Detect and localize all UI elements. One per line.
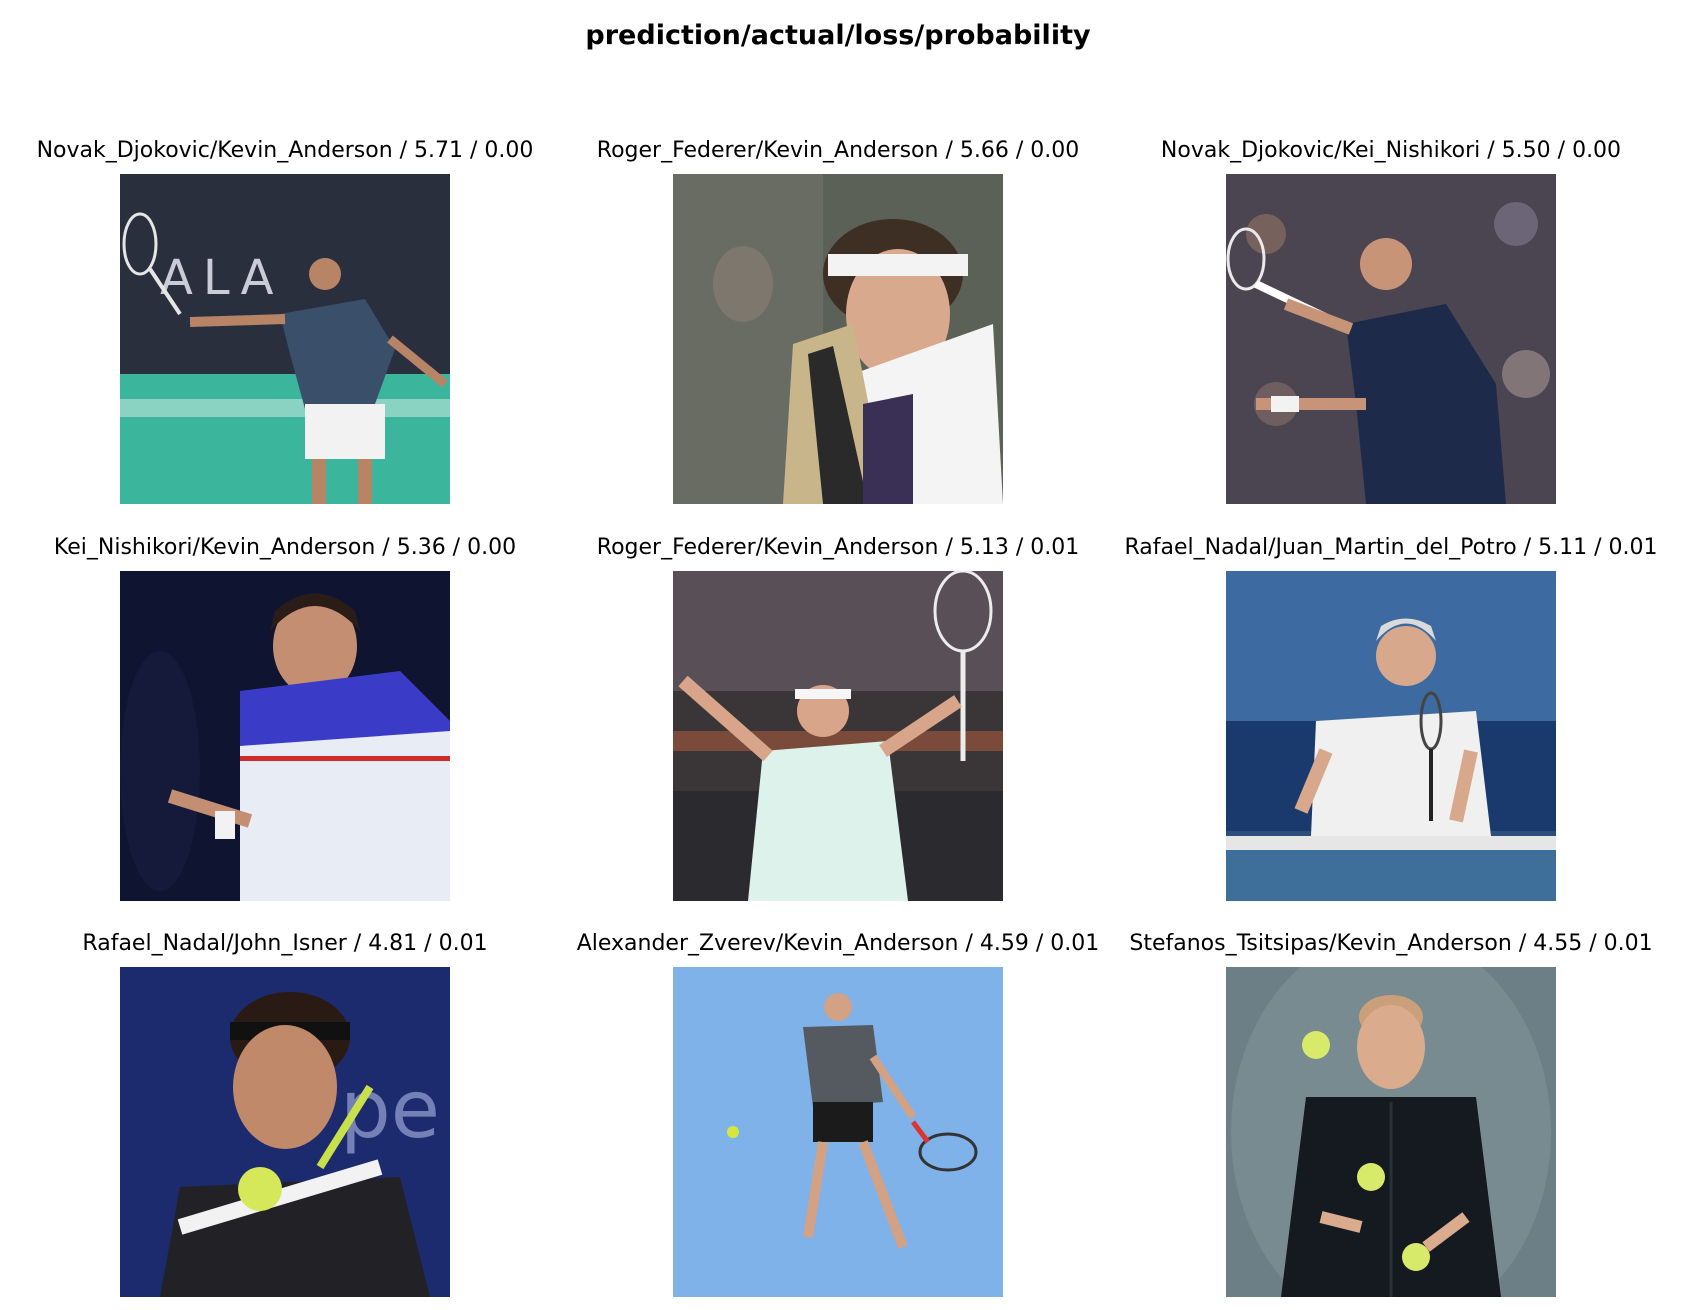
player-photo bbox=[1226, 967, 1556, 1297]
panel-caption: Rafael_Nadal/Juan_Martin_del_Potro / 5.1… bbox=[1124, 535, 1658, 560]
panel-caption: Kei_Nishikori/Kevin_Anderson / 5.36 / 0.… bbox=[53, 535, 517, 560]
panel-caption: Roger_Federer/Kevin_Anderson / 5.66 / 0.… bbox=[596, 138, 1080, 163]
panel-7: Rafael_Nadal/John_Isner / 4.81 / 0.01 pe bbox=[82, 931, 488, 1297]
panel-caption: Rafael_Nadal/John_Isner / 4.81 / 0.01 bbox=[82, 931, 488, 956]
panel-8: Alexander_Zverev/Kevin_Anderson / 4.59 /… bbox=[577, 931, 1099, 1297]
player-photo bbox=[673, 967, 1003, 1297]
player-photo: ALA bbox=[120, 174, 450, 504]
panel-4: Kei_Nishikori/Kevin_Anderson / 5.36 / 0.… bbox=[54, 535, 516, 901]
panel-caption: Novak_Djokovic/Kei_Nishikori / 5.50 / 0.… bbox=[1160, 138, 1622, 163]
panel-caption: Roger_Federer/Kevin_Anderson / 5.13 / 0.… bbox=[596, 535, 1080, 560]
player-photo: pe bbox=[120, 967, 450, 1297]
panel-2: Roger_Federer/Kevin_Anderson / 5.66 / 0.… bbox=[597, 138, 1079, 504]
player-photo bbox=[1226, 571, 1556, 901]
svg-text:ALA: ALA bbox=[160, 250, 284, 306]
panel-9: Stefanos_Tsitsipas/Kevin_Anderson / 4.55… bbox=[1129, 931, 1653, 1297]
panel-5: Roger_Federer/Kevin_Anderson / 5.13 / 0.… bbox=[597, 535, 1079, 901]
panel-1: Novak_Djokovic/Kevin_Anderson / 5.71 / 0… bbox=[37, 138, 533, 504]
panel-6: Rafael_Nadal/Juan_Martin_del_Potro / 5.1… bbox=[1124, 535, 1658, 901]
player-photo bbox=[673, 571, 1003, 901]
player-photo bbox=[673, 174, 1003, 504]
panel-caption: Alexander_Zverev/Kevin_Anderson / 4.59 /… bbox=[576, 931, 1100, 956]
player-photo bbox=[120, 571, 450, 901]
panel-3: Novak_Djokovic/Kei_Nishikori / 5.50 / 0.… bbox=[1161, 138, 1621, 504]
panel-caption: Novak_Djokovic/Kevin_Anderson / 5.71 / 0… bbox=[36, 138, 534, 163]
panel-caption: Stefanos_Tsitsipas/Kevin_Anderson / 4.55… bbox=[1129, 931, 1653, 956]
player-photo bbox=[1226, 174, 1556, 504]
figure-title: prediction/actual/loss/probability bbox=[585, 20, 1091, 51]
